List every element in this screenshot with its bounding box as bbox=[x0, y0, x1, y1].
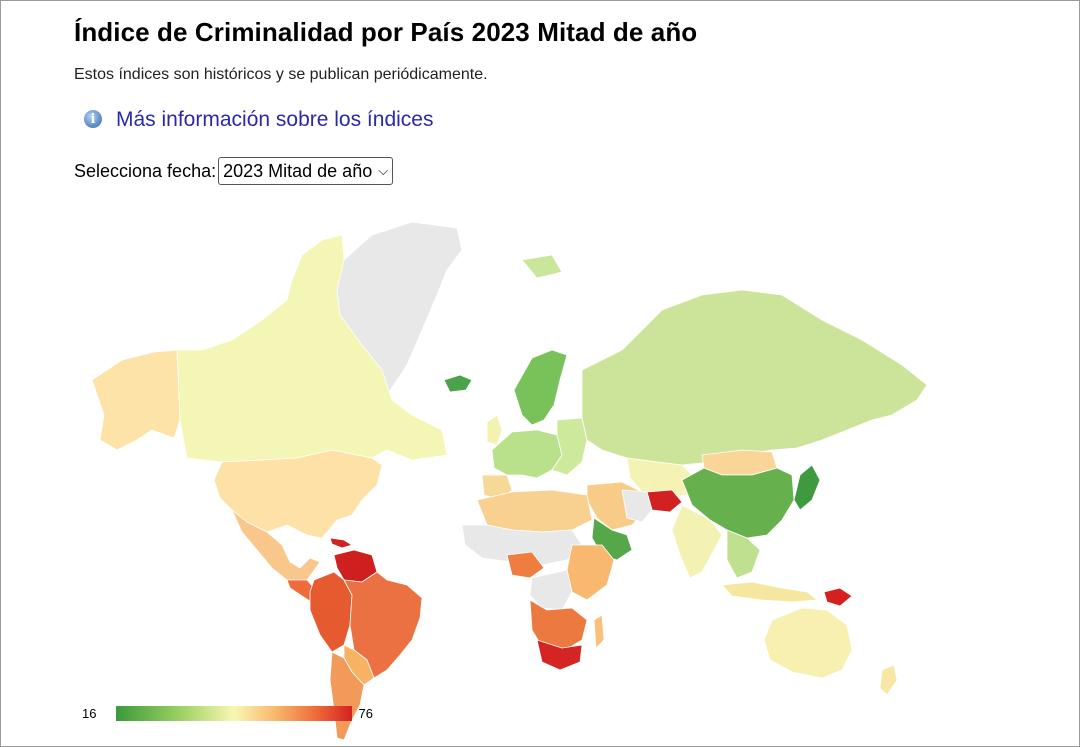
chevron-down-icon: ⌵ bbox=[378, 163, 389, 178]
map-region-russia[interactable] bbox=[581, 289, 928, 466]
map-region-australia[interactable] bbox=[763, 607, 853, 679]
page-title: Índice de Criminalidad por País 2023 Mit… bbox=[74, 17, 698, 47]
map-region-scandinavia[interactable] bbox=[513, 349, 568, 426]
map-region-png[interactable] bbox=[823, 587, 853, 607]
map-region-uk[interactable] bbox=[486, 414, 503, 446]
map-region-arctic-islands[interactable] bbox=[521, 254, 563, 279]
map-region-western-europe[interactable] bbox=[491, 429, 563, 479]
map-region-central-asia[interactable] bbox=[626, 457, 698, 499]
info-row: i Más información sobre los índices bbox=[84, 108, 433, 132]
map-region-china[interactable] bbox=[681, 467, 795, 539]
map-region-east-africa[interactable] bbox=[566, 544, 615, 601]
date-selector-row: Selecciona fecha: 2023 Mitad de año ⌵ bbox=[74, 157, 394, 185]
map-region-south-africa[interactable] bbox=[536, 639, 583, 671]
map-region-caribbean[interactable] bbox=[329, 537, 353, 549]
map-region-new-zealand[interactable] bbox=[879, 664, 898, 696]
map-region-mexico[interactable] bbox=[231, 509, 321, 581]
map-region-north-africa[interactable] bbox=[476, 489, 593, 533]
color-legend: 16 76 bbox=[82, 706, 373, 721]
map-region-brazil[interactable] bbox=[343, 571, 423, 679]
more-info-link[interactable]: Más información sobre los índices bbox=[116, 108, 434, 131]
map-region-southern-africa[interactable] bbox=[529, 599, 588, 653]
legend-gradient-bar bbox=[116, 706, 353, 721]
legend-max: 76 bbox=[358, 706, 373, 721]
map-region-japan[interactable] bbox=[793, 464, 821, 511]
map-region-madagascar[interactable] bbox=[593, 614, 605, 649]
date-select[interactable]: 2023 Mitad de año ⌵ bbox=[218, 157, 394, 185]
date-select-label: Selecciona fecha: bbox=[74, 160, 217, 181]
info-icon[interactable]: i bbox=[84, 110, 102, 128]
legend-min: 16 bbox=[82, 706, 97, 721]
map-region-alaska[interactable] bbox=[91, 349, 181, 451]
map-region-nigeria[interactable] bbox=[506, 551, 545, 579]
page-subtitle: Estos índices son históricos y se public… bbox=[74, 66, 488, 83]
map-region-iceland[interactable] bbox=[443, 374, 473, 393]
map-region-southeast-asia[interactable] bbox=[726, 529, 761, 579]
date-select-value: 2023 Mitad de año bbox=[223, 160, 373, 181]
world-map[interactable] bbox=[82, 200, 942, 745]
map-region-iran[interactable] bbox=[621, 489, 653, 523]
map-region-india[interactable] bbox=[671, 504, 723, 579]
map-region-indonesia[interactable] bbox=[721, 581, 818, 603]
